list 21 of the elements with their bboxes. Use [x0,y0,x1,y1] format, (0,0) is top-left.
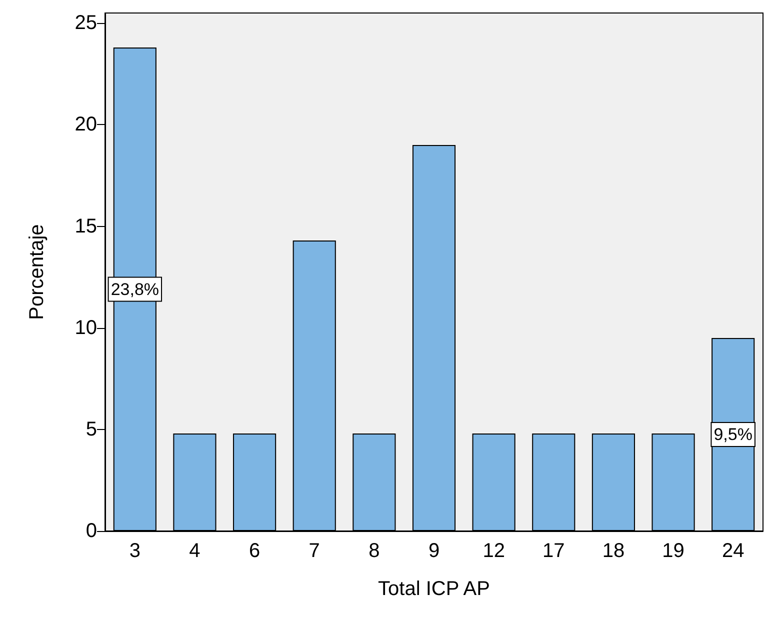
y-tick-label: 5 [86,418,97,440]
x-tick-label: 18 [602,540,625,562]
x-tick-label: 4 [189,540,200,562]
data-label: 9,5% [714,425,752,444]
y-tick-label: 0 [86,520,97,542]
x-tick-label: 19 [662,540,684,562]
y-axis-title: Porcentaje [26,224,48,320]
y-tick-label: 25 [74,12,97,34]
x-tick-label: 24 [722,540,744,562]
y-tick-label: 20 [74,114,97,136]
x-tick-label: 3 [129,540,140,562]
x-tick-label: 8 [368,540,380,562]
x-tick-label: 9 [428,540,440,562]
x-tick-label: 17 [542,540,565,562]
data-label: 23,8% [110,280,160,299]
y-tick-label: 15 [74,215,97,238]
y-tick-label: 10 [74,316,97,339]
x-axis-title: Total ICP AP [378,578,490,600]
x-tick-label: 7 [308,540,320,562]
x-tick-label: 12 [482,540,505,562]
x-tick-label: 6 [248,540,260,562]
